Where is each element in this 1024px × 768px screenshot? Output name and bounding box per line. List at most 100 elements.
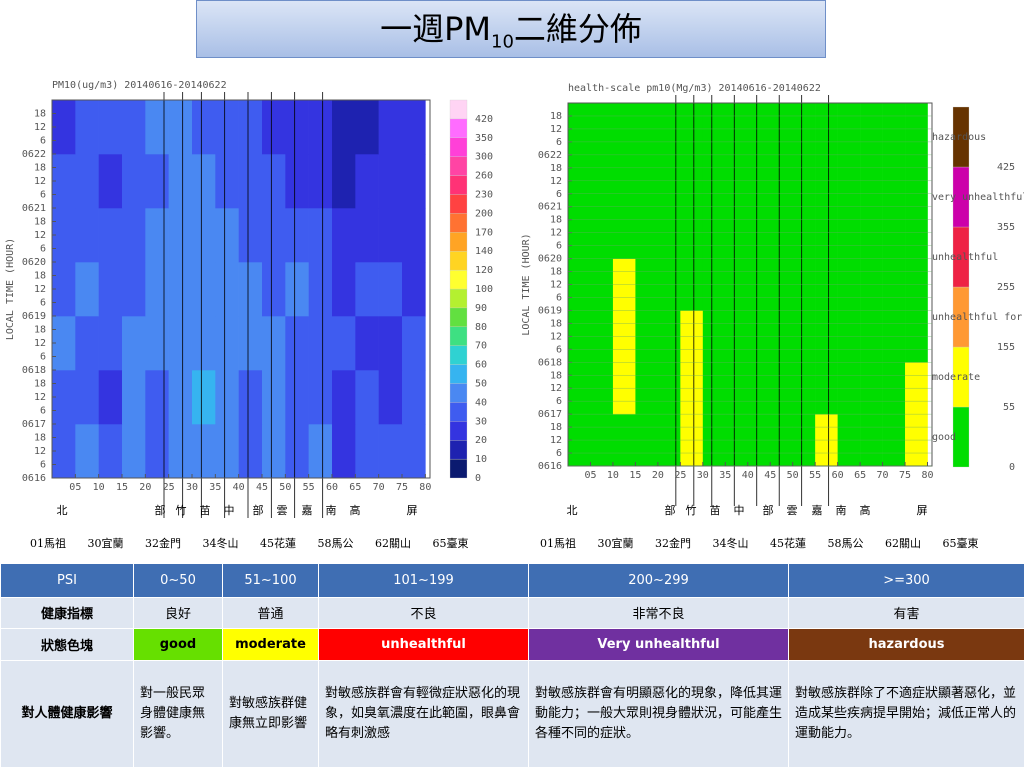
table-row: 健康指標 良好 普通 不良 非常不良 有害: [0, 596, 1024, 630]
heat-cell: [52, 100, 76, 155]
heat-cell: [285, 208, 309, 263]
y-tick-label: 0618: [538, 357, 562, 368]
heat-cell: [168, 262, 193, 317]
cell: 對敏感族群會有輕微症狀惡化的現象，如臭氧濃度在此範圍，眼鼻會略有刺激感: [318, 659, 529, 768]
row-header: 健康指標: [0, 596, 134, 630]
heat-cell: [355, 370, 379, 425]
heat-cell: [192, 370, 216, 425]
y-tick-label: 12: [550, 228, 562, 239]
region-label: 南: [326, 504, 337, 517]
heat-cell: [122, 100, 146, 155]
cell: 良好: [133, 596, 223, 630]
chart-title: health-scale pm10(Mg/m3) 20140616-201406…: [568, 83, 821, 94]
heat-cell: [75, 370, 99, 425]
colorbar-label: 70: [475, 341, 487, 352]
heat-cell: [75, 262, 99, 317]
heat-cell: [98, 316, 123, 371]
title-text: 二維分佈: [513, 10, 642, 48]
colorbar-label: 230: [475, 190, 493, 201]
x-tick-label: 70: [373, 482, 385, 493]
heat-cell: [168, 424, 193, 479]
heat-cell: [238, 370, 263, 425]
heat-cell: [168, 208, 193, 263]
heat-cell: [238, 262, 263, 317]
heat-cell: [355, 154, 379, 209]
y-tick-label: 12: [34, 446, 46, 457]
colorbar-box: [449, 383, 468, 403]
region-label: 北: [567, 504, 578, 517]
cell: 非常不良: [528, 596, 789, 630]
header-cell: PSI: [0, 563, 134, 598]
colorbar-label: 350: [475, 133, 493, 144]
x-tick-label: 15: [629, 470, 641, 481]
x-tick-label: 80: [419, 482, 431, 493]
heat-cell: [122, 370, 146, 425]
heat-cell: [52, 424, 76, 479]
heat-cell: [378, 370, 403, 425]
colorbar-label: 420: [475, 114, 493, 125]
x-tick-label: 05: [584, 470, 596, 481]
region-label: 苗: [200, 504, 211, 517]
y-tick-label: 6: [40, 136, 46, 147]
heat-cell: [402, 154, 426, 209]
colorbar-label: 40: [475, 397, 487, 408]
heat-cell: [168, 100, 193, 155]
station-label: 65臺東: [943, 536, 979, 550]
category-label: unhealthful for sensitive: [932, 312, 1024, 323]
cell: 對敏感族群會有明顯惡化的現象，降低其運動能力；一般大眾則視身體狀況，可能產生各種…: [528, 659, 789, 768]
region-label: 中: [734, 504, 745, 517]
row-header: 狀態色塊: [0, 628, 134, 661]
heat-cell: [332, 154, 356, 209]
colorbar-box: [449, 458, 468, 479]
colorbar-box: [449, 118, 468, 138]
region-label: 竹: [686, 503, 697, 517]
heat-cell: [75, 154, 99, 209]
colorbar-box: [449, 137, 468, 157]
colorbar-box: [449, 307, 468, 327]
y-tick-label: 18: [34, 379, 46, 390]
x-tick-label: 25: [163, 482, 175, 493]
y-tick-label: 0621: [538, 202, 562, 213]
colorbar-label: 0: [1009, 462, 1015, 473]
colorbar-box: [449, 364, 468, 384]
header-cell: >=300: [788, 563, 1024, 598]
heat-cell: [378, 262, 403, 317]
station-label: 45花蓮: [260, 536, 296, 550]
heat-cell: [52, 370, 76, 425]
station-label: 01馬祖: [30, 536, 66, 550]
y-tick-label: 18: [34, 217, 46, 228]
heat-cell: [75, 424, 99, 479]
y-tick-label: 6: [40, 406, 46, 417]
region-label: 嘉: [302, 503, 313, 517]
colorbar-box: [449, 213, 468, 233]
header-cell: 101~199: [318, 563, 529, 598]
status-cell: Very unhealthful: [528, 628, 789, 661]
table-header: PSI 0~50 51~100 101~199 200~299 >=300: [0, 563, 1024, 598]
x-tick-label: 30: [697, 470, 709, 481]
region-label: 部: [155, 503, 166, 517]
chart-title: PM10(ug/m3) 20140616-20140622: [52, 80, 227, 91]
heat-cell: [145, 100, 169, 155]
y-tick-label: 18: [550, 111, 562, 122]
heat-cell: [52, 316, 76, 371]
heat-cell: [355, 316, 379, 371]
y-tick-label: 0617: [538, 409, 562, 420]
colorbar-label: 140: [475, 246, 493, 257]
y-axis-label: LOCAL TIME (HOUR): [521, 233, 532, 335]
heat-cell: [308, 262, 333, 317]
cell: 對敏感族群除了不適症狀顯著惡化，並造成某些疾病提早開始；減低正常人的運動能力。: [788, 659, 1024, 768]
region-label: 部: [253, 503, 264, 517]
heat-cell: [192, 100, 216, 155]
heat-cell: [285, 424, 309, 479]
x-tick-label: 60: [832, 470, 844, 481]
x-tick-label: 20: [652, 470, 664, 481]
heat-cell: [145, 424, 169, 479]
table-row: 狀態色塊 good moderate unhealthful Very unhealth…: [0, 628, 1024, 661]
station-label: 58馬公: [318, 537, 354, 550]
heat-cell: [355, 262, 379, 317]
y-tick-label: 18: [34, 325, 46, 336]
heat-cell: [355, 424, 379, 479]
y-tick-label: 6: [556, 137, 562, 148]
region-label: 北: [57, 504, 68, 517]
x-tick-label: 55: [303, 482, 315, 493]
